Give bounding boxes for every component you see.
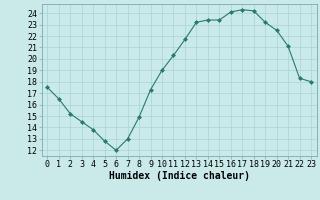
X-axis label: Humidex (Indice chaleur): Humidex (Indice chaleur) bbox=[109, 171, 250, 181]
